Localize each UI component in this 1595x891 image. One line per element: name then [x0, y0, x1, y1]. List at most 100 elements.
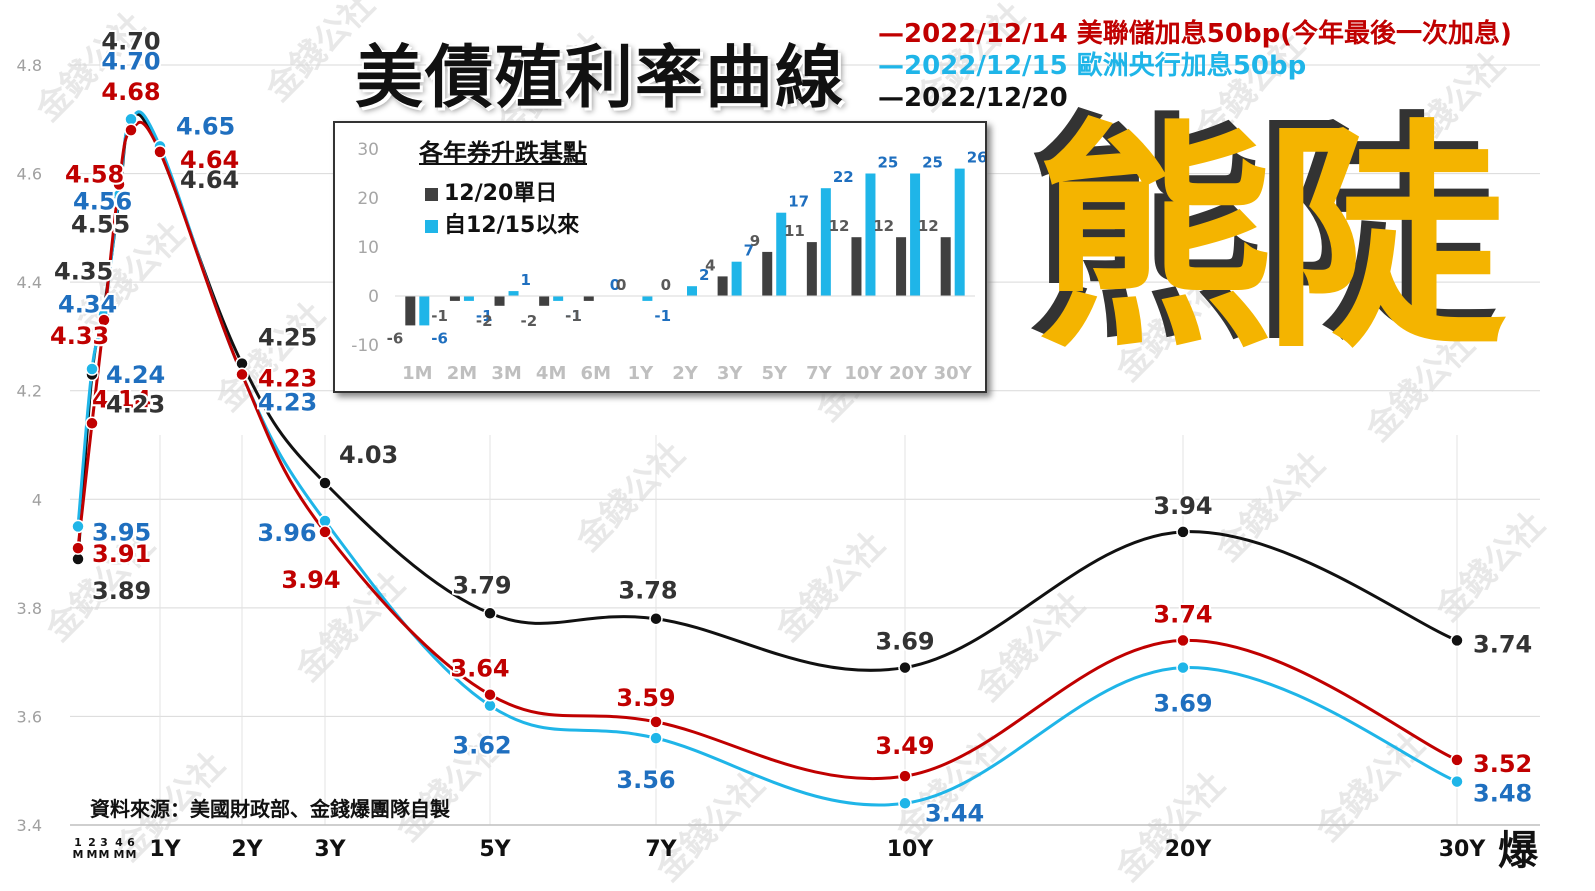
data-label-ecb: 4.23: [258, 388, 317, 416]
x-tick-label-number: 2: [88, 836, 96, 849]
point-series-fed: [97, 313, 111, 327]
data-label-fed: 4.68: [101, 78, 160, 106]
inset-bar-since: [731, 261, 742, 296]
inset-value-since: 0: [610, 276, 620, 294]
data-label-ecb: 4.65: [176, 112, 235, 140]
inset-value-day: 12: [829, 217, 850, 235]
inset-legend-label-since: 自12/15以來: [444, 213, 580, 238]
inset-bar-day: [717, 276, 728, 296]
y-tick-label: 4.6: [17, 165, 42, 184]
data-label-latest: 4.64: [180, 166, 239, 194]
x-tick-label-unit: M: [114, 848, 125, 861]
data-label-latest: 4.25: [258, 324, 317, 352]
legend-swatch-black: —: [878, 83, 904, 113]
chart-title: 美債殖利率曲線: [355, 39, 846, 118]
inset-value-day: -1: [431, 307, 448, 325]
inset-value-day: -6: [387, 329, 404, 347]
data-label-ecb: 4.70: [101, 47, 160, 75]
inset-bar-day: [762, 251, 773, 296]
inset-value-day: 4: [705, 256, 715, 274]
y-tick-label: 3.8: [17, 599, 42, 618]
inset-bar-day: [851, 237, 862, 296]
point-series-ecb: [649, 731, 663, 745]
inset-value-since: 7: [744, 242, 754, 260]
point-series-latest: [483, 606, 497, 621]
data-label-fed: 3.49: [875, 732, 934, 760]
data-label-fed: 3.59: [616, 684, 675, 712]
data-label-fed: 4.23: [258, 364, 317, 392]
point-series-fed: [153, 145, 167, 159]
data-label-fed: 3.91: [92, 540, 151, 568]
inset-x-tick-label: 5Y: [761, 363, 788, 384]
inset-value-day: 0: [661, 276, 671, 294]
inset-bar-chart: -10 0 10 20 30 -6 -6 1M -1 -1 2M -2 1 3M -2 -1 4M -1 0 6M 0-…: [333, 121, 987, 393]
legend-label-fed: 2022/12/14 美聯儲加息50bp(今年最後一次加息): [904, 19, 1512, 49]
legend-item-ecb: —2022/12/15 歐洲央行加息50bp: [878, 50, 1512, 82]
point-series-fed: [1176, 633, 1190, 648]
x-tick-label-unit: M: [99, 848, 110, 861]
inset-x-tick-label: 30Y: [934, 363, 973, 384]
inset-x-tick-label: 2M: [447, 363, 477, 384]
point-series-fed: [71, 541, 85, 555]
data-label-ecb: 3.95: [92, 518, 151, 546]
x-tick-label: 20Y: [1165, 837, 1213, 862]
data-label-latest: 4.03: [339, 441, 398, 469]
inset-value-since: -6: [431, 329, 448, 347]
data-label-fed: 4.64: [180, 146, 239, 174]
inset-bar-day: [806, 242, 817, 296]
legend: —2022/12/14 美聯儲加息50bp(今年最後一次加息) —2022/12…: [878, 18, 1512, 114]
x-tick-label: 1Y: [149, 837, 181, 862]
inset-value-day: 11: [784, 222, 805, 240]
inset-x-tick-label: 4M: [536, 363, 566, 384]
data-label-fed: 3.64: [450, 655, 509, 683]
inset-value-since: -1: [476, 307, 493, 325]
inset-y-tick-label: -10: [351, 336, 379, 356]
data-label-latest: 4.55: [71, 211, 130, 239]
point-series-fed: [318, 525, 332, 539]
data-label-ecb: 4.24: [106, 361, 165, 389]
inset-bar-day: [449, 296, 460, 301]
legend-label-ecb: 2022/12/15 歐洲央行加息50bp: [904, 51, 1307, 81]
inset-bar-since: [865, 173, 876, 296]
inset-value-day: 12: [918, 217, 939, 235]
data-label-latest: 4.35: [54, 257, 113, 285]
inset-y-tick-label: 10: [357, 238, 379, 258]
data-label-fed: 3.52: [1473, 750, 1532, 778]
inset-value-day: 0: [616, 276, 626, 294]
point-series-latest: [898, 660, 912, 675]
x-tick-label-unit: M: [87, 848, 98, 861]
x-tick-label: 10Y: [887, 837, 935, 862]
inset-value-day: -1: [565, 307, 582, 325]
legend-swatch-red: —: [878, 19, 904, 49]
x-tick-label-number: 1: [74, 836, 82, 849]
point-series-fed: [85, 416, 99, 431]
point-series-ecb: [85, 362, 99, 376]
inset-bar-since: [642, 296, 653, 301]
inset-value-since: 1: [521, 271, 531, 289]
inset-x-tick-label: 1M: [402, 363, 432, 384]
point-series-fed: [124, 123, 138, 137]
inset-value-day: -2: [476, 312, 493, 330]
inset-x-tick-label: 7Y: [806, 363, 833, 384]
inset-value-since: 25: [922, 154, 943, 172]
legend-label-latest: 2022/12/20: [904, 83, 1068, 113]
data-label-fed: 4.58: [65, 160, 124, 188]
inset-bar-day: [940, 237, 951, 296]
inset-y-tick-label: 0: [368, 287, 379, 307]
data-label-ecb: 3.56: [616, 766, 675, 794]
inset-bar-since: [463, 296, 474, 301]
data-label-fed: 3.94: [281, 566, 340, 594]
inset-bar-day: [405, 296, 416, 326]
inset-bar-since: [687, 286, 697, 296]
inset-value-day: -2: [520, 312, 537, 330]
x-tick-label: 2Y: [231, 837, 263, 862]
y-tick-label: 4.2: [17, 382, 42, 401]
inset-value-since: 17: [788, 193, 809, 211]
x-tick-label-number: 6: [127, 836, 135, 849]
bear-steepening-label: 熊陡: [1035, 100, 1505, 380]
x-tick-label-number: 3: [100, 836, 108, 849]
inset-value-since: -1: [565, 307, 582, 325]
data-label-ecb: 4.56: [73, 187, 132, 215]
point-series-latest: [318, 476, 332, 490]
